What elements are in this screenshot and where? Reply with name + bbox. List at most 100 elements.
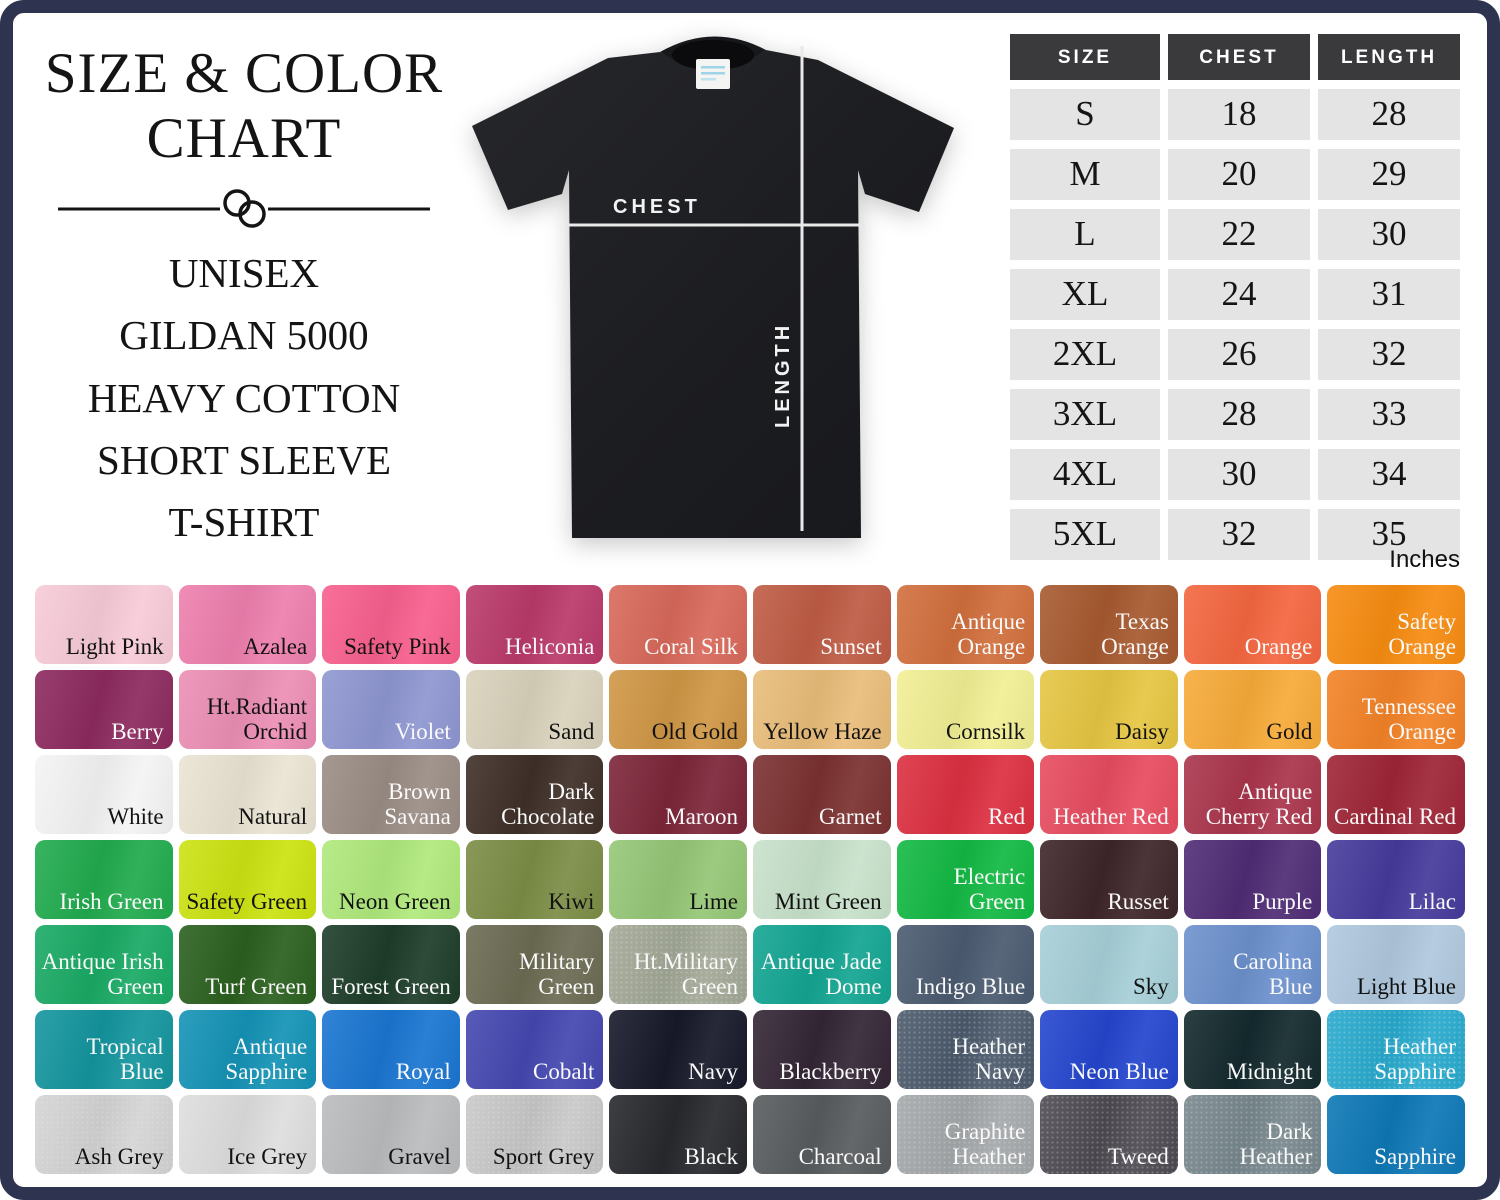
color-swatch-brown-savana: Brown Savana — [322, 755, 460, 834]
color-swatch-label: Antique Irish Green — [41, 949, 164, 1000]
color-swatch-label: Antique Orange — [951, 609, 1026, 660]
color-swatch-label: Graphite Heather — [944, 1119, 1026, 1170]
color-swatch-texas-orange: Texas Orange — [1040, 585, 1178, 664]
color-swatch-safety-green: Safety Green — [178, 840, 317, 919]
size-table-cell: 22 — [1168, 209, 1310, 260]
color-swatch-yellow-haze: Yellow Haze — [753, 670, 891, 749]
color-swatch-label: Berry — [111, 719, 164, 745]
color-swatch-sunset: Sunset — [753, 585, 891, 664]
size-table-header-length: LENGTH — [1318, 34, 1460, 80]
color-swatch-label: Old Gold — [651, 719, 738, 745]
size-table-cell: XL — [1010, 269, 1160, 320]
size-table-cell: S — [1010, 89, 1160, 140]
color-swatch-antique-irish-green: Antique Irish Green — [35, 925, 173, 1004]
color-swatch-label: Neon Blue — [1069, 1059, 1169, 1085]
color-swatch-label: Ht.Radiant Orchid — [206, 694, 308, 745]
color-swatch-label: Lime — [689, 889, 738, 915]
color-swatch-lilac: Lilac — [1327, 840, 1465, 919]
product-line: SHORT SLEEVE — [96, 436, 392, 483]
color-swatch-label: Heather Red — [1053, 804, 1169, 830]
color-swatch-dark-chocolate: Dark Chocolate — [465, 755, 604, 834]
color-swatch-tweed: Tweed — [1040, 1095, 1178, 1174]
color-swatch-label: Safety Orange — [1388, 609, 1456, 660]
color-swatch-label: Ice Grey — [227, 1144, 308, 1170]
color-swatch-label: Dark Chocolate — [501, 779, 595, 830]
color-swatch-ice-grey: Ice Grey — [178, 1095, 317, 1174]
color-swatch-label: Charcoal — [798, 1144, 882, 1170]
color-swatch-light-blue: Light Blue — [1327, 925, 1465, 1004]
color-swatch-cobalt: Cobalt — [465, 1010, 604, 1089]
color-swatch-violet: Violet — [322, 670, 460, 749]
color-swatch-label: Heliconia — [504, 634, 595, 660]
color-swatch-ash-grey: Ash Grey — [35, 1095, 173, 1174]
color-swatch-label: Coral Silk — [644, 634, 738, 660]
color-swatch-label: Ash Grey — [74, 1144, 164, 1170]
color-swatch-sky: Sky — [1040, 925, 1178, 1004]
color-swatch-midnight: Midnight — [1183, 1010, 1322, 1089]
size-table-cell: 29 — [1318, 149, 1460, 200]
color-swatch-heather-red: Heather Red — [1040, 755, 1178, 834]
page-title-line1: SIZE & COLOR — [44, 42, 444, 105]
color-swatch-orange: Orange — [1183, 585, 1322, 664]
color-swatch-tennessee-orange: Tennessee Orange — [1327, 670, 1465, 749]
color-swatch-label: Safety Green — [186, 889, 308, 915]
color-swatch-cornsilk: Cornsilk — [896, 670, 1035, 749]
color-swatch-antique-orange: Antique Orange — [896, 585, 1035, 664]
color-swatch-heliconia: Heliconia — [465, 585, 604, 664]
color-swatch-purple: Purple — [1183, 840, 1322, 919]
color-swatch-red: Red — [896, 755, 1035, 834]
color-swatch-royal: Royal — [322, 1010, 460, 1089]
color-swatch-label: Light Pink — [65, 634, 164, 660]
color-swatch-label: Sky — [1133, 974, 1169, 1000]
color-swatch-label: Dark Heather — [1239, 1119, 1313, 1170]
color-swatch-label: Sport Grey — [492, 1144, 595, 1170]
product-line: GILDAN 5000 — [119, 312, 369, 359]
color-swatch-ht-radiant-orchid: Ht.Radiant Orchid — [178, 670, 317, 749]
product-line: UNISEX — [168, 249, 320, 296]
color-swatch-label: Texas Orange — [1101, 609, 1169, 660]
color-swatch-tropical-blue: Tropical Blue — [35, 1010, 173, 1089]
color-swatch-antique-jade-dome: Antique Jade Dome — [753, 925, 891, 1004]
color-swatch-forest-green: Forest Green — [322, 925, 460, 1004]
color-swatch-label: Mint Green — [774, 889, 882, 915]
color-swatch-label: Gold — [1266, 719, 1313, 745]
size-table-header-chest: CHEST — [1168, 34, 1310, 80]
color-swatch-label: Yellow Haze — [763, 719, 882, 745]
color-swatch-safety-pink: Safety Pink — [322, 585, 460, 664]
color-swatch-label: Forest Green — [331, 974, 451, 1000]
units-note: Inches — [1389, 546, 1460, 573]
color-swatch-indigo-blue: Indigo Blue — [896, 925, 1035, 1004]
tshirt-body — [472, 50, 954, 538]
size-table-cell: 32 — [1168, 509, 1310, 560]
color-swatch-label: Light Blue — [1356, 974, 1456, 1000]
size-table-cell: 30 — [1318, 209, 1460, 260]
color-swatch-label: Antique Jade Dome — [760, 949, 882, 1000]
color-swatch-russet: Russet — [1040, 840, 1178, 919]
color-swatch-label: Maroon — [665, 804, 738, 830]
page-title-line2: CHART — [146, 106, 342, 170]
color-swatch-light-pink: Light Pink — [35, 585, 173, 664]
color-swatch-lime: Lime — [609, 840, 747, 919]
color-swatch-label: Daisy — [1115, 719, 1169, 745]
color-swatch-label: Irish Green — [59, 889, 164, 915]
size-table-cell: M — [1010, 149, 1160, 200]
size-table-cell: 24 — [1168, 269, 1310, 320]
color-swatch-graphite-heather: Graphite Heather — [896, 1095, 1035, 1174]
color-swatch-label: Lilac — [1408, 889, 1456, 915]
color-swatch-black: Black — [609, 1095, 747, 1174]
size-table-cell: 28 — [1168, 389, 1310, 440]
chest-measure-label: CHEST — [613, 196, 701, 218]
color-swatch-irish-green: Irish Green — [35, 840, 173, 919]
size-table-cell: 3XL — [1010, 389, 1160, 440]
color-swatch-electric-green: Electric Green — [896, 840, 1035, 919]
size-table-cell: L — [1010, 209, 1160, 260]
size-table-cell: 5XL — [1010, 509, 1160, 560]
color-swatch-label: Heather Navy — [952, 1034, 1026, 1085]
color-swatch-label: Military Green — [519, 949, 595, 1000]
color-swatch-neon-blue: Neon Blue — [1040, 1010, 1178, 1089]
color-swatch-military-green: Military Green — [465, 925, 604, 1004]
color-swatch-label: Tennessee Orange — [1361, 694, 1456, 745]
color-swatch-label: Indigo Blue — [915, 974, 1026, 1000]
color-swatch-label: Safety Pink — [344, 634, 451, 660]
color-swatch-cardinal-red: Cardinal Red — [1327, 755, 1465, 834]
